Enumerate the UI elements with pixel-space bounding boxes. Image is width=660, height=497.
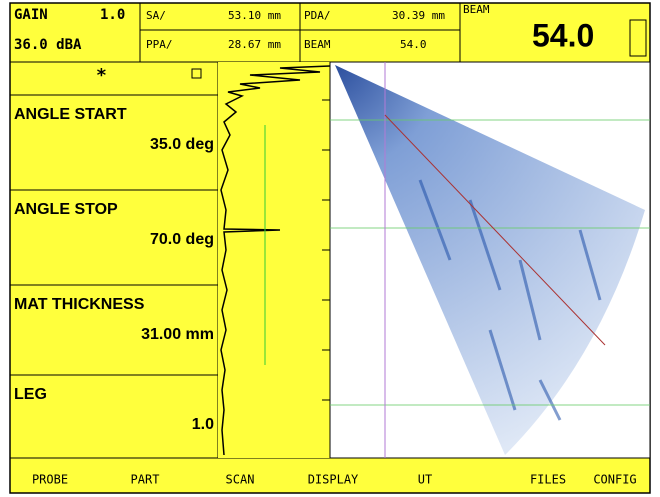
param-value[interactable]: 70.0 deg [150, 231, 214, 248]
icon: * [96, 65, 107, 86]
beam-big-label: BEAM [463, 3, 490, 16]
menu-item[interactable]: UT [418, 473, 432, 487]
menu-item[interactable]: SCAN [226, 473, 255, 487]
pda-label: PDA/ [304, 9, 331, 22]
menu-item[interactable]: FILES [530, 473, 566, 487]
db-value: 36.0 dBA [14, 37, 82, 53]
param-value[interactable]: 31.00 mm [141, 326, 214, 343]
param-label[interactable]: MAT THICKNESS [14, 296, 145, 313]
a-scan [218, 62, 330, 458]
sa-label: SA/ [146, 9, 166, 22]
gain-value: 1.0 [100, 7, 125, 23]
param-label[interactable]: ANGLE STOP [14, 201, 118, 218]
ppa-value: 28.67 mm [228, 38, 281, 51]
sa-value: 53.10 mm [228, 9, 281, 22]
menu-item[interactable]: CONFIG [593, 473, 636, 487]
param-value[interactable]: 35.0 deg [150, 136, 214, 153]
param-label[interactable]: LEG [14, 386, 47, 403]
ppa-label: PPA/ [146, 38, 173, 51]
screen: GAIN 1.0 36.0 dBA SA/ 53.10 mm PPA/ 28.6… [0, 0, 660, 497]
beam-big-value: 54.0 [532, 17, 594, 53]
menu-item[interactable]: PART [131, 473, 160, 487]
param-label[interactable]: ANGLE START [14, 106, 127, 123]
menu-item[interactable]: DISPLAY [308, 473, 359, 487]
beam-value: 54.0 [400, 38, 427, 51]
gain-label: GAIN [14, 7, 48, 23]
param-value[interactable]: 1.0 [192, 416, 214, 433]
pda-value: 30.39 mm [392, 9, 445, 22]
menu-item[interactable]: PROBE [32, 473, 68, 487]
beam-label: BEAM [304, 38, 331, 51]
